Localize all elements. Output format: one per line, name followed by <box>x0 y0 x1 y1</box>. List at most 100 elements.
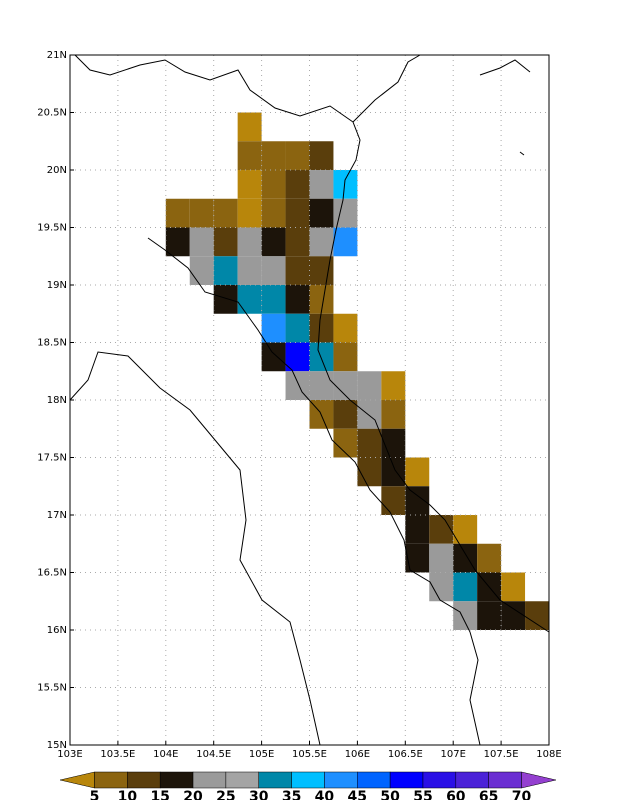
colorbar-segment <box>357 771 391 789</box>
grid-cell <box>381 486 406 515</box>
grid-cell <box>381 457 406 487</box>
colorbar-label: 50 <box>380 789 400 800</box>
grid-cell <box>237 285 262 314</box>
grid-cell <box>237 256 262 285</box>
x-tick-label: 106E <box>345 749 370 760</box>
grid-cell <box>189 198 214 228</box>
y-tick-label: 19.5N <box>37 223 67 234</box>
grid-cell <box>357 400 382 429</box>
grid-cell <box>525 601 549 630</box>
grid-cell <box>213 198 238 228</box>
border-thailand <box>69 351 321 746</box>
grid-cell <box>261 198 286 228</box>
colorbar-label: 60 <box>446 789 466 800</box>
grid-cell <box>357 428 382 458</box>
colorbar-label: 10 <box>118 789 138 800</box>
colorbar-label: 20 <box>183 789 203 800</box>
grid-cell <box>309 285 334 314</box>
grid-cell <box>405 457 430 487</box>
grid-cell <box>309 371 334 400</box>
grid-cell <box>237 112 262 142</box>
grid-cell <box>309 198 334 228</box>
grid-cell <box>333 342 358 372</box>
x-tick-label: 104E <box>153 749 178 760</box>
colorbar-segment <box>422 771 457 789</box>
grid-cell <box>357 371 382 400</box>
grid-cell <box>333 371 358 400</box>
colorbar-segment <box>258 771 292 789</box>
grid-cell <box>165 198 190 228</box>
grid-cell <box>261 256 286 285</box>
border-laos <box>147 237 481 746</box>
y-tick-label: 18.5N <box>37 338 67 349</box>
grid-cell <box>453 515 478 544</box>
colorbar-label: 5 <box>90 789 100 800</box>
geography <box>69 54 550 746</box>
colorbar-label: 25 <box>216 789 235 800</box>
y-tick-label: 17N <box>47 510 67 521</box>
grid-cell <box>285 313 310 343</box>
grid-cell <box>309 170 334 199</box>
colorbar-label: 30 <box>249 789 269 800</box>
grid-cell <box>285 198 310 228</box>
grid-cell <box>333 313 358 343</box>
grid-cell <box>333 400 358 429</box>
x-tick-label: 103.5E <box>100 749 135 760</box>
grid-cell <box>213 227 238 257</box>
coastline <box>317 121 550 633</box>
colorbar-segment <box>94 771 128 789</box>
y-tick-label: 17.5N <box>37 453 67 464</box>
grid-cell <box>309 342 334 372</box>
y-tick-label: 20N <box>47 165 67 176</box>
colorbar-segment <box>127 771 161 789</box>
colorbar-segment <box>324 771 358 789</box>
grid-cell <box>261 170 286 199</box>
colorbar-label: 70 <box>512 789 532 800</box>
colorbar-segment <box>225 771 259 789</box>
grid-cell <box>237 141 262 170</box>
grid-cell <box>357 457 382 487</box>
x-tick-label: 105.5E <box>292 749 327 760</box>
grid-cell <box>429 572 454 602</box>
grid-cell <box>285 342 310 372</box>
grid-cell <box>429 543 454 573</box>
grid-cell <box>213 285 238 314</box>
colorbar-segment <box>159 771 194 789</box>
x-tick-label: 103E <box>57 749 82 760</box>
grid-cell <box>405 543 430 573</box>
grid-cell <box>309 141 334 170</box>
x-tick-label: 104.5E <box>196 749 231 760</box>
grid-cell <box>261 141 286 170</box>
grid-cell <box>285 285 310 314</box>
colorbar-label: 45 <box>348 789 367 800</box>
colorbar-segment <box>291 771 325 789</box>
grid-cell <box>405 515 430 544</box>
grid-cell <box>453 601 478 630</box>
grid-cell <box>429 515 454 544</box>
grid-cell <box>381 428 406 458</box>
x-tick-label: 107E <box>440 749 465 760</box>
colorbar-label: 15 <box>150 789 169 800</box>
grid-cell <box>285 371 310 400</box>
grid-cell <box>333 198 358 228</box>
y-tick-label: 16N <box>47 625 67 636</box>
grid-cell <box>261 313 286 343</box>
x-tick-label: 106.5E <box>388 749 423 760</box>
colorbar-segment <box>455 771 489 789</box>
colorbar-label: 55 <box>413 789 432 800</box>
grid-cell <box>189 227 214 257</box>
grid-cell <box>237 198 262 228</box>
x-tick-label: 107.5E <box>484 749 519 760</box>
grid-cell <box>261 227 286 257</box>
colorbar-segment <box>521 771 557 789</box>
colorbar-segment <box>192 771 227 789</box>
y-tick-label: 20.5N <box>37 108 67 119</box>
grid-cell <box>453 572 478 602</box>
coastline-north <box>352 54 531 156</box>
colorbar-segment <box>389 771 424 789</box>
grid-cell <box>285 170 310 199</box>
y-tick-label: 15N <box>47 740 67 751</box>
grid-cell <box>309 227 334 257</box>
grid-cell <box>213 256 238 285</box>
